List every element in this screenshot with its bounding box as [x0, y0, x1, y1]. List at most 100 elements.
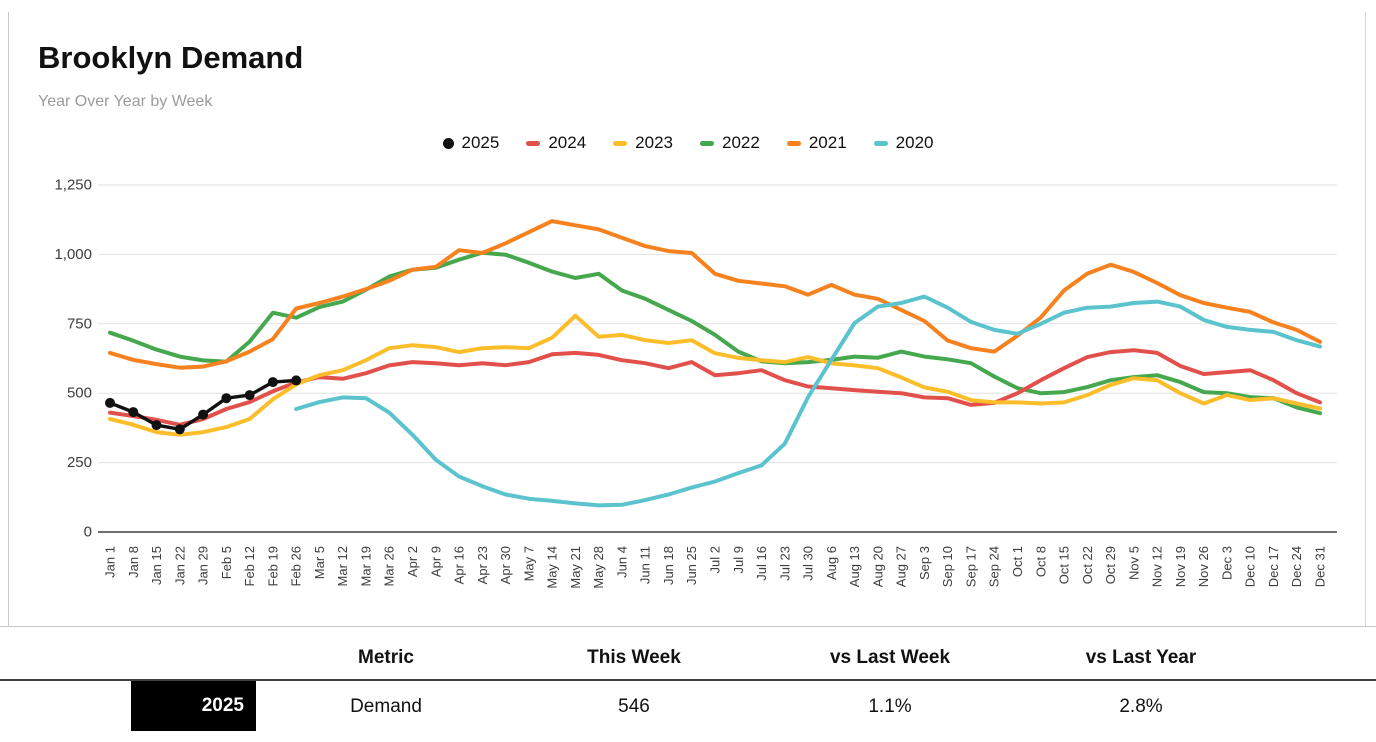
x-axis-tick-label: Aug 6 — [824, 546, 839, 580]
legend-label: 2022 — [722, 133, 760, 152]
page-subtitle: Year Over Year by Week — [38, 93, 213, 110]
x-axis-tick-label: Apr 9 — [428, 546, 443, 577]
x-axis-tick-label: Aug 20 — [870, 546, 885, 587]
x-axis-tick-label: Jun 11 — [638, 546, 653, 584]
legend-swatch-2025-dot-icon — [442, 137, 454, 149]
legend-swatch-2022-dash-icon — [700, 140, 714, 146]
x-axis-tick-label: Dec 17 — [1266, 546, 1281, 587]
legend-swatch-2024-dash-icon — [526, 140, 541, 146]
table-cell-this-week: 546 — [618, 696, 650, 717]
x-axis-tick-label: Oct 15 — [1057, 546, 1072, 584]
x-axis-tick-label: Jan 22 — [172, 546, 187, 585]
x-axis-tick-label: Mar 12 — [335, 546, 350, 586]
demand-line-chart: 0 250 500 750 1,000 1,250 Jan 1 Jan 8 Jan 15 Jan … — [0, 170, 1376, 640]
x-axis-tick-label: Apr 30 — [498, 546, 513, 584]
x-axis-tick-label: Jul 23 — [777, 546, 792, 581]
x-axis-tick-label: Feb 26 — [289, 546, 304, 586]
legend-swatch-2020-dash-icon — [873, 140, 888, 146]
x-axis-tick-label: Oct 1 — [1010, 546, 1025, 577]
series-line-2022 — [108, 250, 1322, 416]
y-axis-tick-label: 250 — [67, 454, 92, 471]
series-point-2025 — [151, 420, 162, 431]
chart-legend: 2025 2024 2023 2022 2021 2020 — [0, 133, 1376, 153]
x-axis-tick-label: Jul 16 — [754, 546, 769, 581]
x-axis-tick-label: Dec 3 — [1219, 546, 1234, 580]
x-axis-tick-label: Oct 8 — [1033, 546, 1048, 577]
x-axis-tick-label: Jan 8 — [126, 546, 141, 578]
x-axis-tick-label: Nov 19 — [1173, 546, 1188, 587]
table-cell-vs-last-week: 1.1% — [868, 696, 912, 717]
x-axis-tick-label: Mar 26 — [382, 546, 397, 586]
series-point-2025 — [198, 409, 209, 420]
x-axis-tick-label: May 7 — [521, 546, 536, 581]
card-border-left — [8, 12, 9, 626]
chart-canvas: 0 250 500 750 1,000 1,250 Jan 1 Jan 8 Jan 15 Jan … — [54, 177, 1337, 589]
x-axis-tick-label: Oct 29 — [1103, 546, 1118, 584]
legend-item-2022[interactable]: 2022 — [700, 133, 760, 153]
legend-label: 2023 — [635, 133, 673, 152]
series-line-2020 — [294, 294, 1322, 508]
x-axis-tick-label: Jul 2 — [708, 546, 723, 573]
x-axis-tick-label: Jun 18 — [661, 546, 676, 585]
table-cell-vs-last-year: 2.8% — [1119, 696, 1163, 717]
page-title: Brooklyn Demand — [38, 40, 304, 75]
series-point-2025 — [267, 377, 278, 388]
x-axis-tick-label: Sep 17 — [963, 546, 978, 587]
y-axis-tick-label: 750 — [67, 315, 92, 332]
legend-item-2020[interactable]: 2020 — [873, 133, 934, 153]
x-axis-tick-label: May 21 — [568, 546, 583, 589]
x-axis-tick-label: Feb 12 — [242, 546, 257, 586]
x-axis-tick-label: Apr 16 — [452, 546, 467, 584]
x-axis-tick-label: Mar 5 — [312, 546, 327, 579]
table-header-metric: Metric — [358, 647, 414, 668]
series-point-2025 — [221, 393, 232, 404]
series-point-2025 — [128, 407, 139, 418]
x-axis-tick-label: Mar 19 — [358, 546, 373, 586]
x-axis-tick-label: Dec 10 — [1243, 546, 1258, 587]
legend-label: 2020 — [895, 133, 934, 152]
table-header-vs-last-week: vs Last Week — [829, 647, 951, 668]
legend-item-2021[interactable]: 2021 — [786, 133, 847, 153]
x-axis-tick-label: May 14 — [545, 546, 560, 589]
series-line-2021 — [108, 219, 1322, 370]
y-axis-tick-label: 500 — [67, 385, 92, 402]
year-badge-2025: 2025 — [131, 681, 256, 731]
x-axis-tick-label: Jun 25 — [684, 546, 699, 585]
series-point-2025 — [105, 397, 115, 408]
legend-swatch-2021-dash-icon — [786, 140, 801, 146]
legend-label: 2024 — [548, 133, 587, 152]
x-axis-tick-label: Jul 9 — [731, 546, 746, 573]
x-axis-tick-label: Sep 10 — [940, 546, 955, 587]
card-border-right — [1365, 12, 1366, 626]
x-axis-tick-label: Sep 3 — [917, 546, 932, 580]
x-axis-tick-label: Nov 5 — [1126, 546, 1141, 580]
x-axis-tick-label: Oct 22 — [1080, 546, 1095, 584]
y-axis-tick-label: 1,250 — [54, 177, 92, 194]
legend-item-2025[interactable]: 2025 — [442, 133, 499, 153]
x-axis-tick-label: Apr 2 — [405, 546, 420, 577]
table-header-this-week: This Week — [587, 647, 681, 668]
x-axis-tick-label: Aug 13 — [847, 546, 862, 587]
series-line-2023 — [108, 313, 1322, 437]
x-axis-tick-label: May 28 — [591, 546, 606, 589]
x-axis-tick-label: Apr 23 — [475, 546, 490, 584]
x-axis-tick-label: Jun 4 — [614, 546, 629, 578]
series-point-2025 — [291, 375, 302, 386]
legend-swatch-2023-dash-icon — [613, 140, 628, 146]
table-header-vs-last-year: vs Last Year — [1085, 647, 1197, 668]
x-axis-tick-label: Sep 24 — [987, 546, 1002, 587]
table-top-divider — [0, 626, 1376, 627]
x-axis-tick-label: Nov 12 — [1150, 546, 1165, 587]
x-axis-tick-label: Feb 19 — [265, 546, 280, 586]
series-point-2025 — [244, 390, 255, 401]
legend-label: 2021 — [808, 133, 847, 152]
x-axis-tick-label: Jan 1 — [103, 546, 118, 578]
x-axis-tick-label: Nov 26 — [1196, 546, 1211, 587]
legend-item-2024[interactable]: 2024 — [526, 133, 586, 153]
legend-item-2023[interactable]: 2023 — [613, 133, 673, 153]
table-header-divider — [0, 679, 1376, 681]
series-point-2025 — [174, 424, 185, 435]
y-axis-tick-label: 1,000 — [54, 246, 92, 263]
x-axis-tick-label: Aug 27 — [894, 546, 909, 587]
x-axis-tick-label: Jul 30 — [801, 546, 816, 581]
